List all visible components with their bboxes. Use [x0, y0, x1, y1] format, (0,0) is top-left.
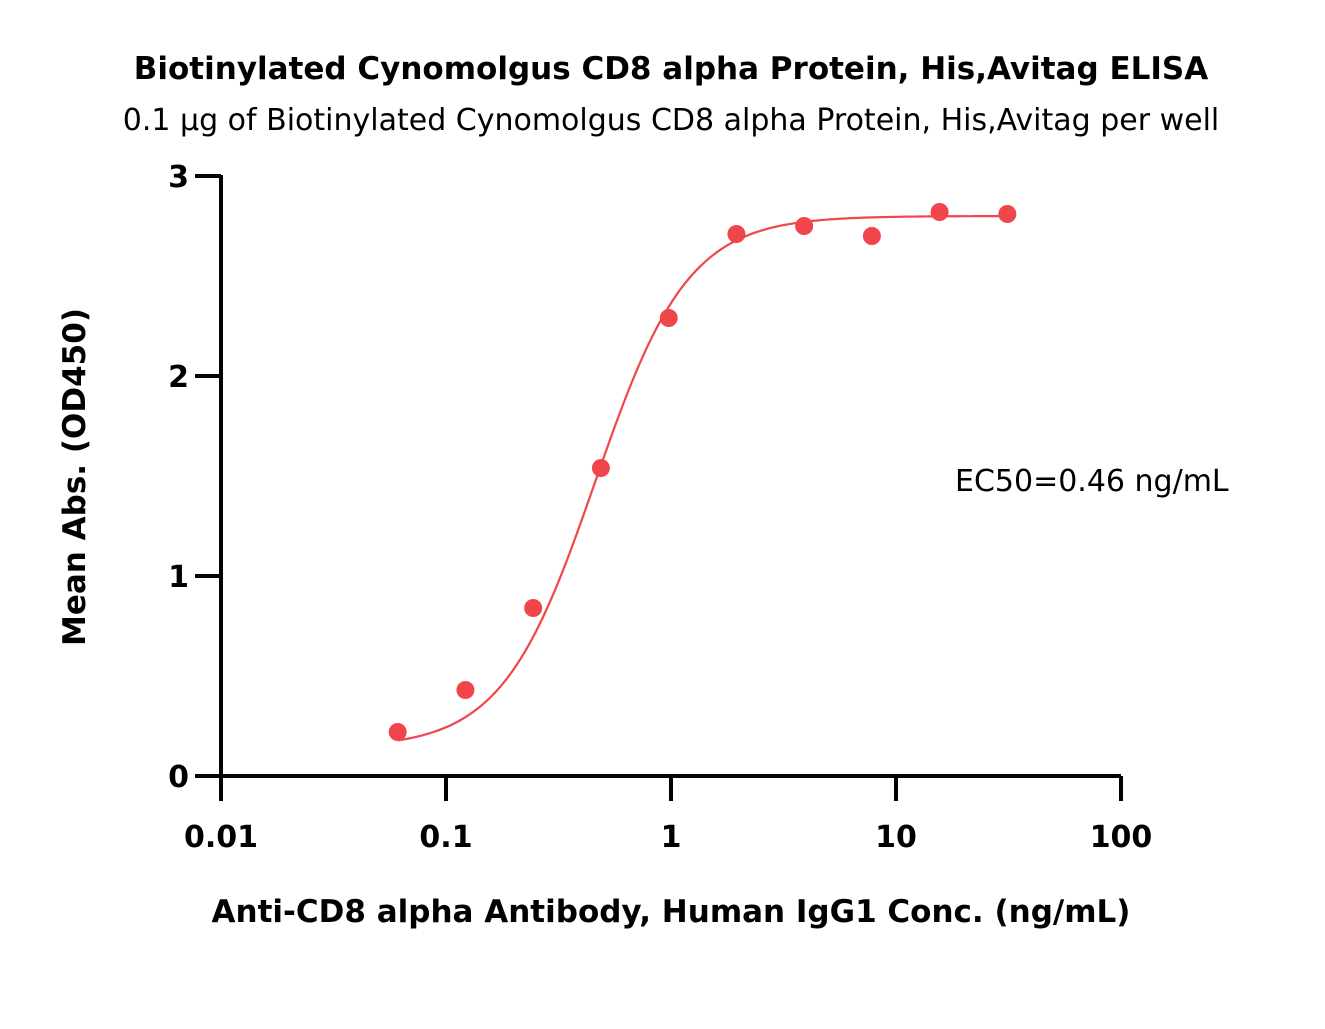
chart-title: Biotinylated Cynomolgus CD8 alpha Protei…: [134, 51, 1209, 87]
x-axis: 0.01 0.1 1 10 100: [184, 774, 1152, 855]
y-tick-label: 0: [168, 760, 189, 795]
data-point: [862, 227, 881, 245]
chart-subtitle: 0.1 µg of Biotinylated Cynomolgus CD8 al…: [123, 103, 1220, 138]
x-tick-label: 100: [1090, 820, 1153, 855]
ec50-annotation: EC50=0.46 ng/mL: [955, 464, 1229, 499]
data-point: [524, 599, 543, 617]
data-point: [659, 309, 678, 327]
y-axis: 0 1 2 3: [168, 160, 223, 795]
plot-area: [388, 203, 1017, 742]
data-point: [591, 459, 610, 477]
x-tick-label: 0.1: [419, 820, 472, 855]
data-point: [388, 723, 407, 741]
y-tick-label: 3: [168, 160, 189, 195]
data-point: [795, 217, 814, 235]
x-tick-group: 0.01 0.1 1 10 100: [184, 776, 1152, 855]
data-point: [456, 681, 475, 699]
x-axis-label: Anti-CD8 alpha Antibody, Human IgG1 Conc…: [212, 894, 1131, 930]
y-tick-label: 2: [168, 360, 189, 395]
fit-curve: [397, 214, 1008, 742]
y-tick-group: 0 1 2 3: [168, 160, 221, 795]
x-tick-label: 1: [661, 820, 682, 855]
x-tick-label: 0.01: [184, 820, 258, 855]
y-tick-label: 1: [168, 560, 189, 595]
data-point: [998, 205, 1017, 223]
data-point: [727, 225, 746, 243]
y-axis-label: Mean Abs. (OD450): [57, 308, 93, 646]
data-point: [930, 203, 949, 221]
x-tick-label: 10: [875, 820, 917, 855]
